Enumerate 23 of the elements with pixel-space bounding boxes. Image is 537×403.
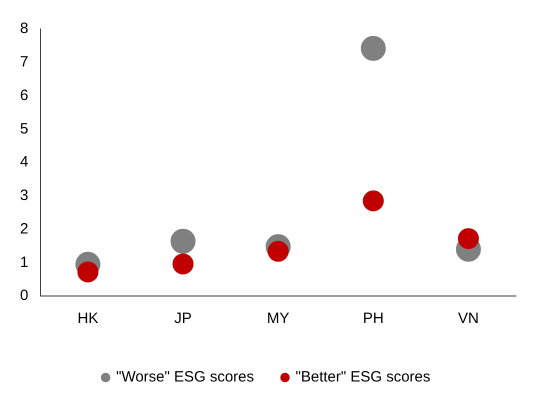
- point: [170, 228, 196, 254]
- point: [458, 228, 479, 250]
- point: [172, 253, 194, 274]
- y-tick-label: 8: [20, 20, 28, 38]
- legend-label: "Better" ESG scores: [296, 368, 430, 386]
- y-tick-label: 6: [20, 86, 28, 104]
- x-tick-label: PH: [362, 310, 384, 328]
- point: [77, 261, 98, 282]
- y-tick-label: 1: [20, 254, 28, 271]
- y-tick-label: 3: [20, 187, 28, 204]
- x-tick-label: JP: [174, 310, 192, 328]
- legend-label: "Worse" ESG scores: [116, 368, 254, 386]
- x-tick-label: MY: [266, 310, 290, 328]
- y-tick-label: 4: [20, 154, 28, 171]
- y-tick-label: 7: [20, 54, 28, 71]
- y-tick-label: 2: [20, 220, 28, 238]
- point: [362, 190, 384, 212]
- x-tick-label: HK: [77, 310, 98, 328]
- y-tick-label: 5: [20, 120, 28, 138]
- point: [360, 36, 386, 61]
- x-tick-label: VN: [458, 310, 479, 328]
- y-tick-label: 0: [20, 287, 28, 304]
- point: [268, 240, 289, 262]
